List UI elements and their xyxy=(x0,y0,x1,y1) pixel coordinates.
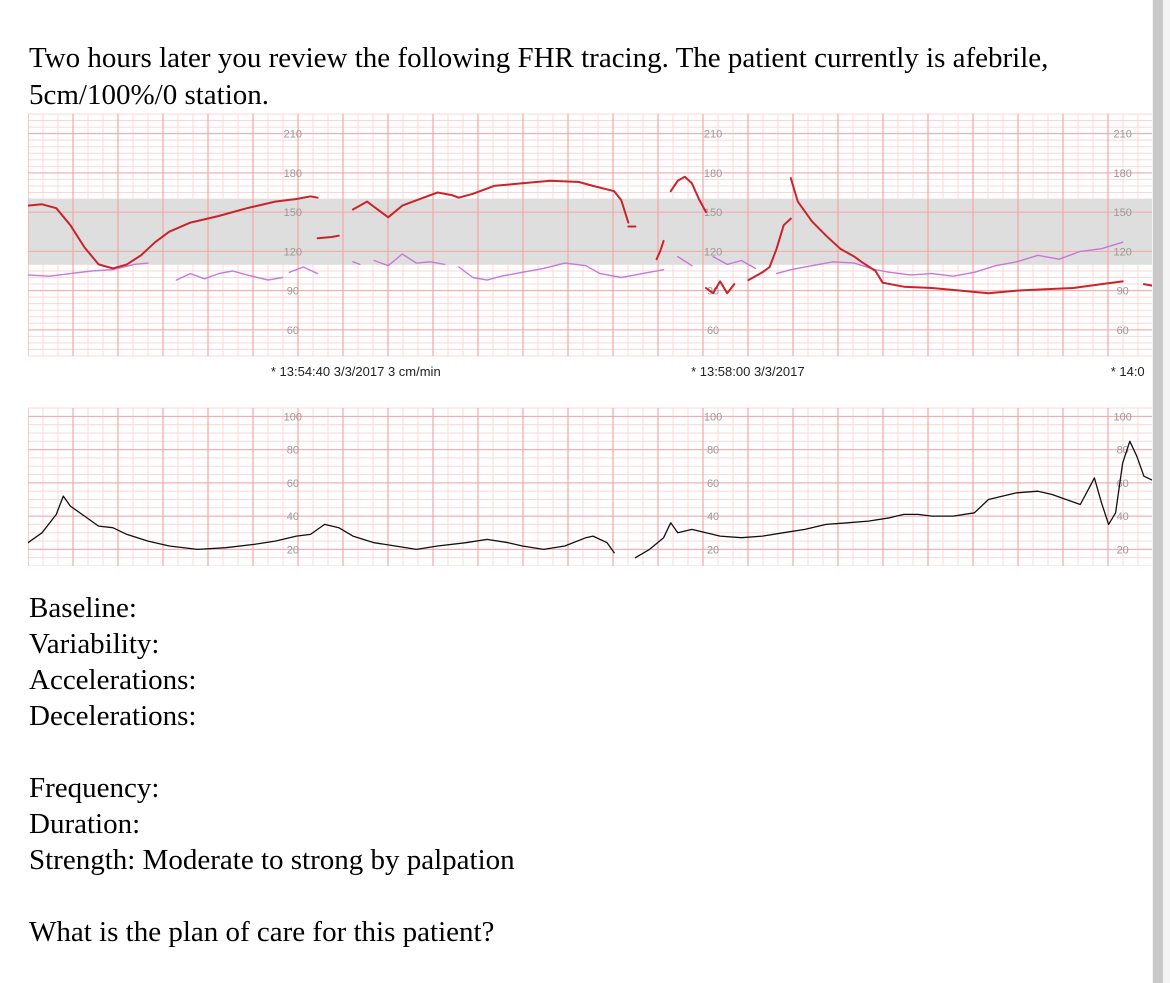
decelerations-label: Decelerations: xyxy=(29,700,197,732)
maternal-heart-rate-trace xyxy=(288,266,319,275)
uc-tick-label: 20 xyxy=(287,544,299,556)
maternal-heart-rate-trace xyxy=(775,241,1124,277)
fetal-heart-rate-trace xyxy=(655,239,665,261)
fhr-tracing-chart: 210 180 150 120 90 60 100 80 60 40 20 210 180 150 120 9… xyxy=(28,113,1158,566)
accelerations-label: Accelerations: xyxy=(29,664,197,696)
frequency-label: Frequency: xyxy=(29,772,160,804)
fhr-tick-label: 60 xyxy=(707,325,719,337)
duration-label: Duration: xyxy=(29,808,141,840)
uc-tick-label: 60 xyxy=(287,478,299,490)
fhr-tracing-strip: 210 180 150 120 90 60 100 80 60 40 20 210 180 150 120 9… xyxy=(28,108,1158,566)
fetal-heart-rate-trace xyxy=(351,179,630,224)
fhr-tick-label: 180 xyxy=(284,168,302,180)
fhr-tick-label: 60 xyxy=(287,325,299,337)
timestamp-annotation: * 13:54:40 3/3/2017 3 cm/min xyxy=(271,364,441,379)
fetal-heart-rate-trace xyxy=(705,280,736,295)
fetal-heart-rate-trace xyxy=(669,175,707,214)
uc-tick-label: 100 xyxy=(704,411,722,423)
maternal-heart-rate-trace xyxy=(352,261,361,266)
timestamp-annotation: * 14:0 xyxy=(1111,364,1145,379)
uc-tick-label: 40 xyxy=(707,511,719,523)
question-list: Baseline: Variability: Accelerations: De… xyxy=(29,590,929,950)
fhr-tick-label: 180 xyxy=(1114,168,1132,180)
normal-range-band xyxy=(28,199,1158,265)
uc-tick-label: 20 xyxy=(707,544,719,556)
uc-tick-label: 80 xyxy=(707,445,719,457)
fhr-tick-label: 150 xyxy=(284,207,302,219)
fhr-tick-label: 120 xyxy=(284,246,302,258)
fetal-heart-rate-trace xyxy=(747,217,792,282)
fhr-tick-label: 120 xyxy=(704,246,722,258)
fhr-tick-label: 180 xyxy=(704,168,722,180)
maternal-heart-rate-trace xyxy=(175,270,283,281)
uc-tick-label: 60 xyxy=(1117,478,1129,490)
variability-label: Variability: xyxy=(29,628,160,660)
plan-question: What is the plan of care for this patien… xyxy=(29,916,495,948)
fhr-tick-label: 210 xyxy=(704,129,722,141)
strength-label: Strength: Moderate to strong by palpatio… xyxy=(29,844,515,876)
fetal-heart-rate-trace xyxy=(28,195,319,270)
maternal-heart-rate-trace xyxy=(677,255,693,267)
fhr-tick-label: 90 xyxy=(287,286,299,298)
maternal-heart-rate-trace xyxy=(712,255,757,270)
fhr-tick-label: 150 xyxy=(1114,207,1132,219)
fhr-tick-label: 210 xyxy=(1114,129,1132,141)
uc-tick-label: 80 xyxy=(287,445,299,457)
uc-tick-label: 100 xyxy=(1114,411,1132,423)
maternal-heart-rate-trace xyxy=(373,253,446,267)
uc-tick-label: 40 xyxy=(1117,511,1129,523)
fetal-heart-rate-trace xyxy=(316,234,340,240)
intro-line-1: Two hours later you review the following… xyxy=(29,42,1049,74)
fhr-tick-label: 150 xyxy=(704,207,722,219)
uc-tick-label: 100 xyxy=(284,411,302,423)
fhr-tick-label: 120 xyxy=(1114,246,1132,258)
uc-tick-label: 60 xyxy=(707,478,719,490)
timestamp-annotation: * 13:58:00 3/3/2017 xyxy=(691,364,805,379)
scrollbar-thumb[interactable] xyxy=(1153,0,1163,983)
fhr-tick-label: 210 xyxy=(284,129,302,141)
uc-tick-label: 40 xyxy=(287,511,299,523)
intro-text: Two hours later you review the following… xyxy=(29,40,1139,114)
maternal-heart-rate-trace xyxy=(458,262,665,281)
uterine-activity-trace xyxy=(28,495,615,554)
uc-tick-label: 20 xyxy=(1117,544,1129,556)
baseline-label: Baseline: xyxy=(29,592,137,624)
fhr-tick-label: 60 xyxy=(1117,325,1129,337)
maternal-heart-rate-trace xyxy=(28,262,149,277)
fhr-tick-label: 90 xyxy=(1117,286,1129,298)
fetal-heart-rate-trace xyxy=(789,177,1124,295)
uterine-activity-trace xyxy=(634,440,1158,559)
intro-line-2: 5cm/100%/0 station. xyxy=(29,79,270,111)
